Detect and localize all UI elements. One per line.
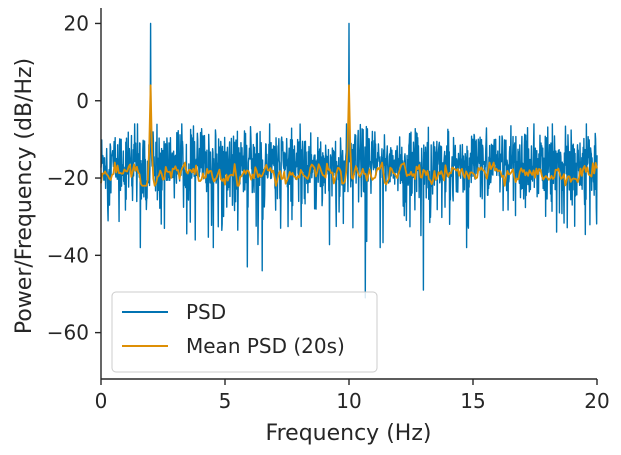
y-tick-label: −60 — [47, 321, 89, 345]
legend-label-psd: PSD — [186, 300, 226, 324]
x-tick-label: 20 — [584, 389, 609, 413]
series-mean-psd — [100, 84, 598, 187]
y-tick-label: −20 — [47, 166, 89, 190]
psd-line — [100, 22, 598, 299]
x-ticks: 0 5 10 15 20 — [95, 379, 610, 413]
y-axis-label: Power/Frequency (dB/Hz) — [12, 58, 37, 334]
y-tick-label: 20 — [64, 11, 89, 35]
series-psd — [100, 22, 598, 299]
legend-label-mean-psd: Mean PSD (20s) — [186, 334, 345, 358]
x-tick-label: 15 — [460, 389, 485, 413]
plot-area — [100, 22, 598, 299]
x-axis-label: Frequency (Hz) — [266, 421, 432, 446]
x-tick-label: 10 — [336, 389, 361, 413]
mean-psd-line — [100, 84, 598, 187]
y-tick-label: −40 — [47, 243, 89, 267]
y-tick-label: 0 — [76, 89, 89, 113]
legend-box — [111, 291, 378, 373]
y-ticks: −60 −40 −20 0 20 — [47, 11, 101, 345]
legend: PSD Mean PSD (20s) — [111, 291, 378, 373]
x-tick-label: 5 — [219, 389, 232, 413]
x-tick-label: 0 — [95, 389, 108, 413]
